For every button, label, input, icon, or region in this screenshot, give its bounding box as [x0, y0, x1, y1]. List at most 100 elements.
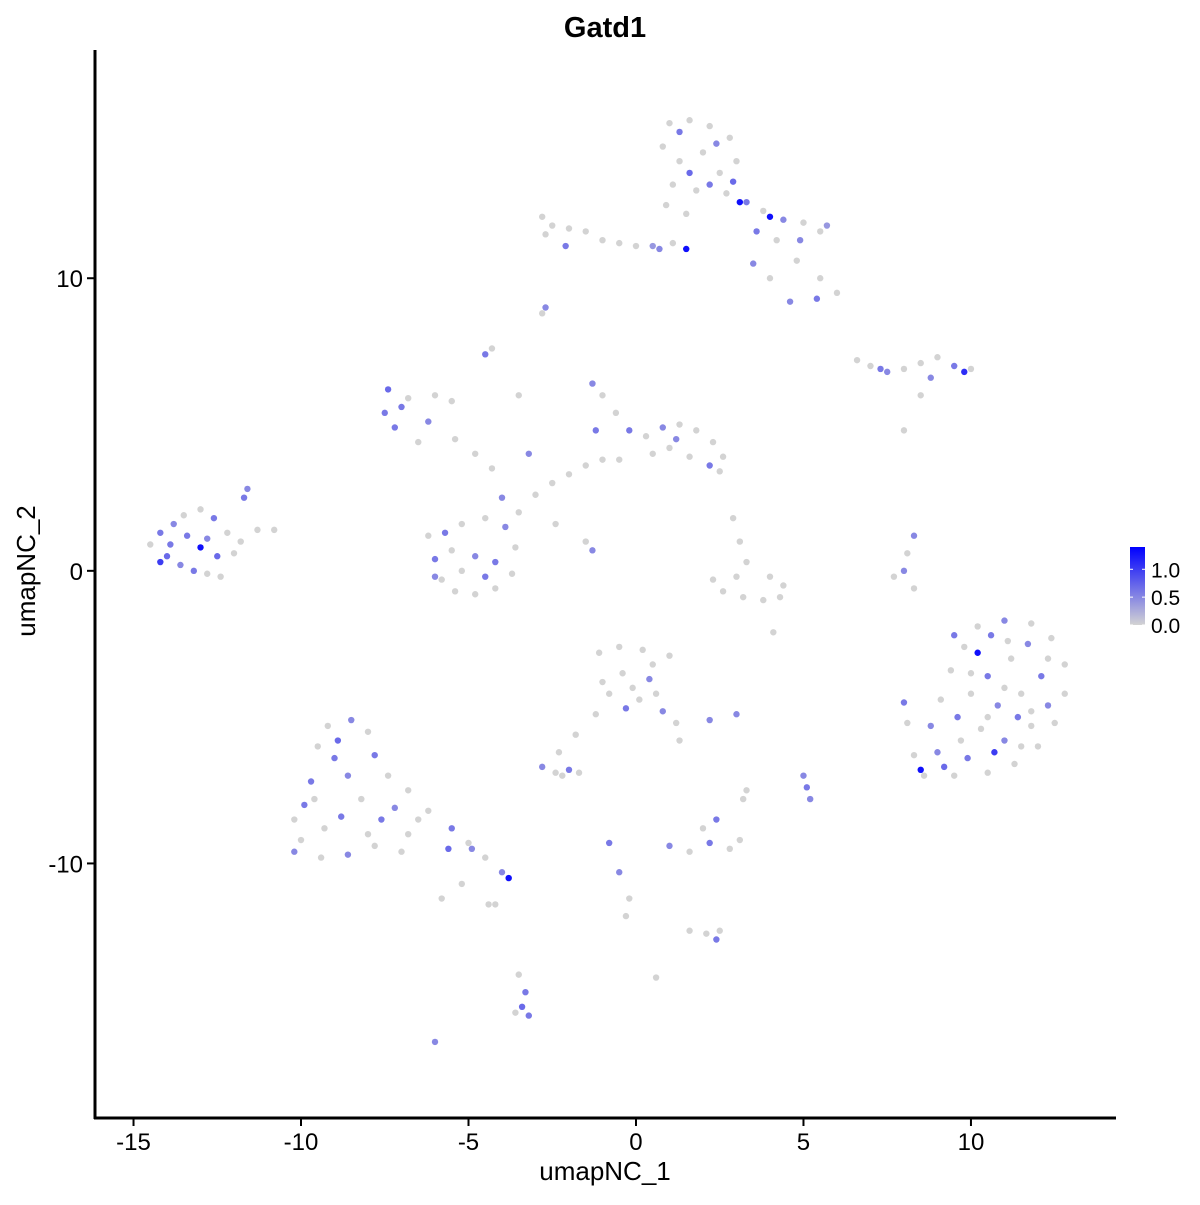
cell-point	[760, 596, 767, 604]
cell-point	[431, 1038, 439, 1046]
cell-point	[984, 769, 991, 776]
cell-point	[947, 667, 955, 674]
cell-point	[1018, 743, 1025, 750]
cell-point	[733, 573, 740, 580]
cell-point	[716, 169, 723, 177]
cell-point	[666, 842, 673, 850]
cell-point	[622, 912, 630, 920]
cell-point	[669, 181, 677, 188]
cell-point	[224, 529, 231, 536]
cell-point	[683, 245, 690, 253]
cell-point	[719, 588, 727, 595]
cell-point	[987, 632, 995, 639]
cell-point	[649, 242, 656, 250]
cell-point	[542, 304, 549, 311]
cell-point	[438, 576, 445, 583]
cell-point	[1028, 620, 1035, 627]
cell-point	[793, 257, 800, 264]
cell-point	[693, 427, 700, 434]
cell-point	[652, 974, 660, 981]
cell-point	[733, 711, 740, 718]
cell-point	[605, 839, 613, 847]
cell-point	[904, 719, 911, 727]
cell-point	[348, 716, 355, 724]
y-tick-label: -10	[48, 851, 83, 878]
cell-point	[170, 520, 177, 528]
cell-point	[652, 690, 660, 697]
cell-point	[672, 435, 680, 443]
cell-point	[676, 128, 683, 136]
cell-point	[917, 766, 924, 774]
cell-point	[505, 874, 512, 882]
cell-point	[471, 591, 479, 598]
cell-point	[776, 593, 784, 601]
cell-point	[927, 722, 934, 730]
cell-point	[1061, 690, 1068, 697]
cell-point	[515, 971, 522, 978]
cell-point	[431, 555, 439, 563]
cell-point	[197, 544, 204, 551]
cell-point	[147, 541, 154, 548]
cell-point	[800, 772, 807, 779]
cell-point	[1007, 655, 1015, 662]
cell-point	[538, 310, 546, 317]
cell-point	[371, 842, 378, 850]
x-tick-label: 5	[797, 1129, 810, 1156]
cell-point	[498, 869, 506, 876]
cell-point	[582, 462, 589, 469]
y-axis-ticks: 10 0 -10	[48, 266, 95, 878]
cell-point	[642, 433, 650, 440]
cell-point	[739, 593, 747, 601]
cell-point	[991, 749, 998, 756]
cell-point	[693, 187, 700, 194]
cell-point	[1001, 684, 1008, 692]
cell-point	[599, 678, 606, 686]
cell-point	[1038, 672, 1045, 680]
cell-point	[482, 854, 489, 861]
cell-point	[525, 1012, 532, 1019]
cell-point	[686, 848, 693, 855]
cell-point	[666, 119, 673, 127]
cell-point	[237, 538, 244, 545]
cell-point	[314, 743, 321, 750]
cell-point	[381, 409, 388, 417]
cell-point	[984, 672, 991, 680]
cell-point	[666, 444, 673, 452]
cell-point	[398, 403, 405, 411]
cell-point	[301, 801, 308, 809]
cell-point	[937, 696, 945, 703]
cell-point	[656, 245, 663, 253]
cell-point	[425, 418, 432, 425]
cell-point	[853, 356, 861, 364]
cell-point	[967, 365, 975, 373]
cell-point	[753, 228, 760, 235]
cell-point	[672, 719, 680, 727]
cell-point	[317, 854, 325, 861]
cell-point	[482, 514, 489, 522]
cell-point	[823, 222, 831, 229]
cell-point	[817, 275, 824, 282]
cell-point	[649, 661, 656, 668]
cell-point	[605, 690, 613, 697]
x-tick-label: 0	[629, 1129, 642, 1156]
cell-point	[686, 453, 693, 460]
cell-point	[240, 494, 248, 501]
cell-point	[699, 825, 707, 832]
cell-point	[616, 456, 623, 463]
colorbar-legend: 1.0 0.5 0.0	[1130, 547, 1180, 638]
cell-point	[518, 1003, 526, 1011]
cell-point	[616, 643, 623, 651]
cell-point	[565, 471, 573, 478]
cell-point	[984, 713, 991, 721]
cell-point	[448, 825, 455, 832]
cell-point	[485, 901, 492, 908]
cell-point	[398, 848, 405, 855]
cell-point	[210, 514, 218, 522]
cell-point	[951, 632, 958, 639]
cell-point	[622, 705, 630, 712]
cell-point	[716, 468, 723, 475]
cell-point	[900, 427, 908, 434]
cell-point	[733, 157, 740, 165]
cell-point	[311, 795, 318, 803]
cell-point	[498, 494, 506, 501]
